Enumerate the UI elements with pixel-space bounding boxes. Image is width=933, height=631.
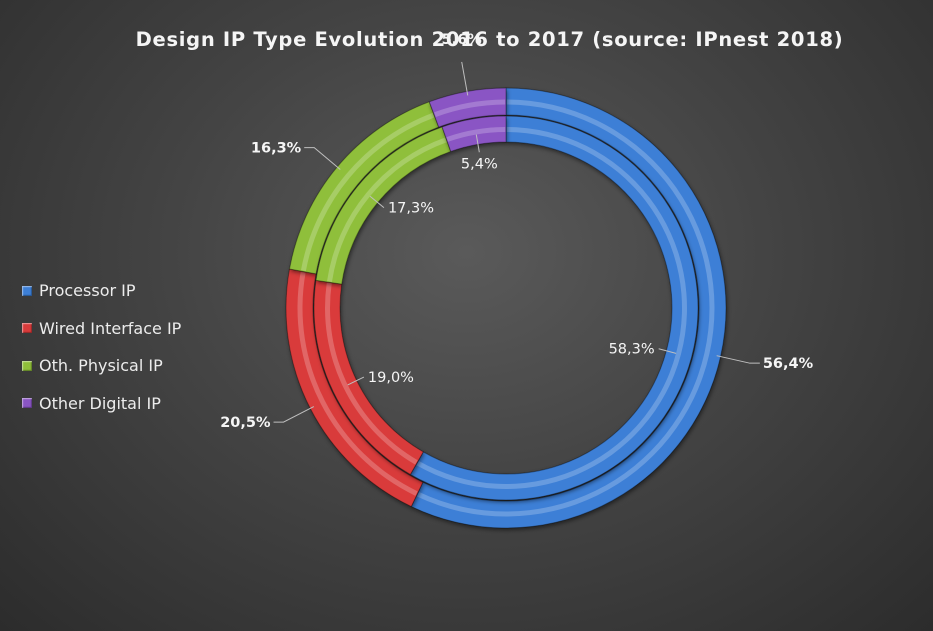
legend-item-wired-interface-ip[interactable]: Wired Interface IP (22, 310, 181, 348)
chart-legend: Processor IP Wired Interface IP Oth. Phy… (22, 272, 181, 422)
inner-ring-label-processor-ip: 58,3% (609, 342, 655, 358)
inner-ring-label-oth-physical-ip: 17,3% (388, 201, 434, 217)
inner-ring-label-wired-interface-ip: 19,0% (368, 370, 414, 386)
legend-swatch-wired-interface-ip (22, 323, 32, 334)
outer-ring-label-other-digital-ip-leader-line (461, 61, 469, 96)
legend-item-other-digital-ip[interactable]: Other Digital IP (22, 385, 181, 423)
legend-item-oth-physical-ip[interactable]: Oth. Physical IP (22, 347, 181, 385)
outer-ring-segment-other-digital-ip[interactable] (428, 87, 507, 128)
inner-ring-label-other-digital-ip-leader-line (475, 134, 480, 153)
outer-ring-label-wired-interface-ip: 20,5% (220, 415, 271, 431)
legend-label-oth-physical-ip: Oth. Physical IP (39, 356, 163, 376)
legend-label-wired-interface-ip: Wired Interface IP (39, 318, 182, 338)
outer-ring-label-wired-interface-ip-leader-line (273, 406, 315, 423)
outer-ring-label-processor-ip-leader-line (716, 355, 760, 364)
legend-label-other-digital-ip: Other Digital IP (39, 393, 161, 413)
inner-ring-label-other-digital-ip: 5,4% (461, 156, 498, 172)
outer-ring-label-oth-physical-ip-leader-line (304, 147, 341, 170)
legend-swatch-other-digital-ip (22, 398, 32, 409)
outer-ring-segment-processor-ip[interactable] (410, 87, 727, 529)
legend-swatch-oth-physical-ip (22, 360, 32, 371)
inner-ring-label-processor-ip-leader-line (658, 348, 677, 354)
inner-ring-label-wired-interface-ip-leader-line (347, 376, 365, 386)
legend-item-processor-ip[interactable]: Processor IP (22, 272, 181, 310)
outer-ring-label-other-digital-ip: 5,6% (442, 32, 483, 48)
legend-label-processor-ip: Processor IP (39, 281, 136, 301)
legend-swatch-processor-ip (22, 285, 32, 296)
chart-title: Design IP Type Evolution 2016 to 2017 (s… (135, 28, 844, 51)
outer-ring-label-oth-physical-ip: 16,3% (251, 141, 302, 157)
inner-ring-label-oth-physical-ip-leader-line (369, 195, 385, 209)
inner-ring-segment-other-digital-ip[interactable] (441, 115, 507, 153)
outer-ring-label-processor-ip: 56,4% (763, 356, 814, 372)
inner-ring-segment-processor-ip[interactable] (409, 115, 699, 501)
